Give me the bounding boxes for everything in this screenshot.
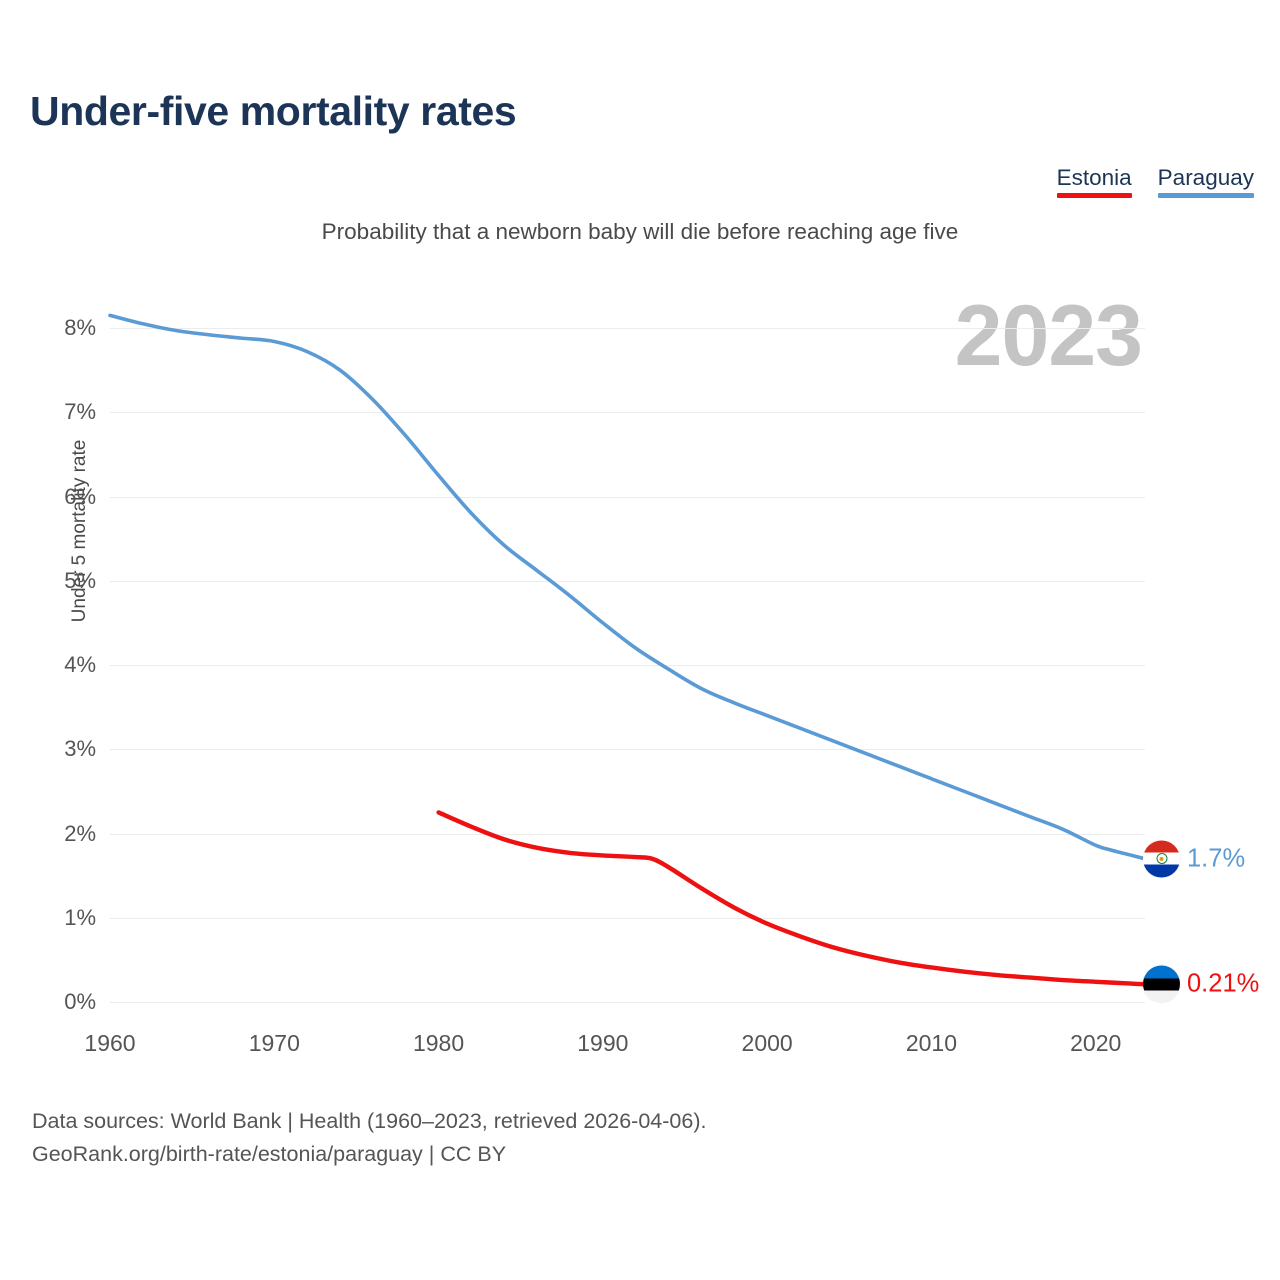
legend-item-estonia[interactable]: Estonia (1056, 165, 1132, 198)
flag-band (1143, 840, 1180, 853)
gridline (110, 1002, 1145, 1003)
x-axis-tick: 2000 (741, 1030, 793, 1056)
x-axis-tick: 1960 (84, 1030, 136, 1056)
chart-subtitle: Probability that a newborn baby will die… (321, 219, 959, 244)
paraguay-flag-icon (1143, 840, 1180, 878)
series-line-estonia (436, 810, 1148, 987)
legend-swatch-paraguay (1157, 192, 1254, 198)
legend-label-estonia: Estonia (1056, 165, 1132, 190)
gridline (110, 328, 1145, 329)
gridline (110, 917, 1145, 919)
y-axis-tick: 2% (64, 820, 96, 846)
series-line-paraguay (108, 313, 1147, 861)
legend-label-paraguay: Paraguay (1157, 165, 1254, 190)
flag-band (1143, 978, 1180, 991)
x-axis-tick: 1970 (248, 1030, 300, 1056)
endpoint-paraguay[interactable]: 1.7% (1143, 840, 1246, 878)
legend-item-paraguay[interactable]: Paraguay (1157, 165, 1254, 198)
y-axis-tick: 8% (64, 315, 96, 340)
x-axis-tick: 2010 (905, 1030, 958, 1056)
x-axis-tick: 2020 (1070, 1030, 1122, 1056)
y-axis-tick: 1% (64, 904, 96, 930)
footer-attribution: GeoRank.org/birth-rate/estonia/paraguay … (32, 1142, 507, 1167)
footer: Data sources: World Bank | Health (1960–… (32, 1105, 706, 1172)
gridline (110, 496, 1145, 498)
estonia-flag-icon (1143, 965, 1180, 1003)
y-axis-tick: 7% (64, 399, 96, 425)
y-axis-tick: 4% (64, 652, 96, 677)
plot-area (110, 328, 1145, 1003)
gridline (110, 665, 1145, 666)
x-axis-tick: 1990 (577, 1030, 629, 1056)
gridline (110, 749, 1145, 751)
y-axis-tick: 0% (64, 989, 96, 1014)
endpoint-value-paraguay: 1.7% (1187, 844, 1246, 873)
flag-band (1143, 965, 1180, 979)
page-title: Under-five mortality rates (30, 88, 517, 134)
year-watermark: 2023 (954, 288, 1143, 384)
endpoint-value-estonia: 0.21% (1187, 969, 1260, 998)
flag-band (1143, 864, 1180, 878)
x-axis-tick: 1980 (412, 1030, 465, 1056)
paraguay-emblem-icon (1156, 853, 1167, 865)
endpoint-estonia[interactable]: 0.21% (1143, 965, 1260, 1003)
legend-swatch-estonia (1056, 192, 1132, 198)
y-axis-tick: 5% (64, 567, 96, 593)
gridline (110, 833, 1145, 835)
y-axis-tick: 6% (64, 483, 96, 509)
legend: Estonia Paraguay (1056, 165, 1254, 198)
y-axis-tick: 3% (64, 736, 96, 762)
footer-data-sources: Data sources: World Bank | Health (1960–… (32, 1109, 707, 1133)
flag-band (1143, 990, 1180, 1003)
gridline (110, 580, 1145, 582)
gridline (110, 412, 1145, 414)
